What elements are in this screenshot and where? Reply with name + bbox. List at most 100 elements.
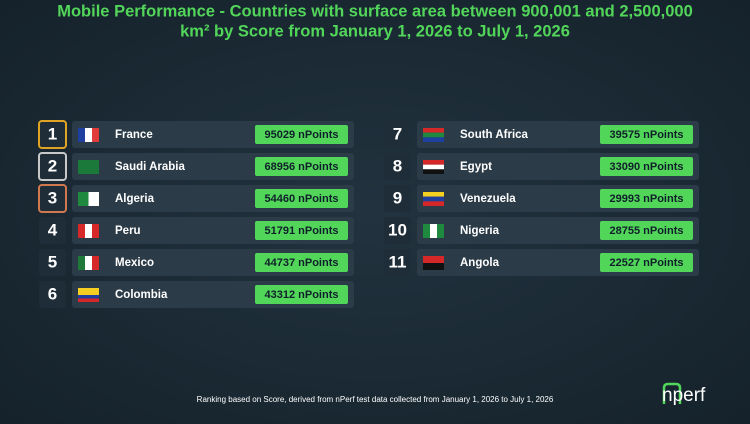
score: 54460 nPoints: [265, 193, 339, 205]
rank: 7: [393, 124, 402, 143]
rank: 10: [388, 220, 407, 239]
rank-box: [384, 249, 411, 276]
flag-stripe: [423, 224, 430, 238]
rank-box: [384, 217, 411, 244]
country-name: Saudi Arabia: [115, 161, 185, 173]
country-name: Egypt: [460, 161, 492, 173]
score: 29993 nPoints: [610, 193, 684, 205]
logo-mark: [662, 382, 682, 404]
flag-stripe: [85, 256, 92, 270]
score-badge: [255, 285, 348, 304]
score: 22527 nPoints: [610, 257, 684, 269]
score: 39575 nPoints: [610, 129, 684, 141]
flag-stripe: [423, 164, 444, 170]
rank: 11: [389, 252, 407, 271]
score: 43312 nPoints: [265, 289, 339, 301]
flag-stripe: [78, 288, 99, 292]
ranking: 1 France 95029 nPoints 2 Saudi Arabia 68956 n…: [38, 120, 699, 308]
footer-note: Ranking based on Score, derived from nPe…: [197, 395, 554, 404]
rank: 2: [48, 156, 57, 175]
country-name: Peru: [115, 225, 141, 237]
rank: 4: [48, 220, 58, 239]
country-name: France: [115, 129, 153, 141]
country-name: Nigeria: [460, 225, 500, 237]
rank-box: [39, 249, 66, 276]
score-badge: [600, 157, 693, 176]
flag-stripe: [423, 160, 444, 165]
country-name: Mexico: [115, 257, 154, 269]
flag-stripe: [92, 256, 99, 270]
ranking-row: 4 Peru 51791 nPoints: [39, 217, 354, 244]
flag-stripe: [423, 201, 444, 206]
rank: 8: [393, 156, 402, 175]
flag-stripe: [88, 192, 99, 206]
rank-box: [384, 185, 411, 212]
country-name: Angola: [460, 257, 500, 269]
rank: 6: [48, 284, 57, 303]
score: 28755 nPoints: [610, 225, 684, 237]
rank: 9: [393, 188, 402, 207]
ranking-row: 3 Algeria 54460 nPoints: [38, 184, 354, 213]
logo-text: nperf: [662, 385, 706, 406]
title: km² by Score from January 1, 2026 to Jul…: [180, 22, 570, 40]
flag-stripe: [423, 263, 444, 270]
logo: nperf: [662, 382, 706, 406]
ranking-row: 8 Egypt 33090 nPoints: [384, 153, 699, 180]
flag-stripe: [92, 224, 99, 238]
flag-stripe: [78, 295, 99, 299]
score-badge: [255, 253, 348, 272]
ranking-row: 11 Angola 22527 nPoints: [384, 249, 699, 276]
flag-stripe: [423, 256, 444, 263]
flag-stripe: [437, 224, 444, 238]
score-badge: [255, 125, 348, 144]
rank: 1: [48, 124, 57, 143]
rank-box: [38, 120, 67, 149]
score: 68956 nPoints: [265, 161, 339, 173]
rank-box: [384, 153, 411, 180]
flag-stripe: [423, 128, 444, 133]
score: 95029 nPoints: [265, 129, 339, 141]
score-badge: [600, 189, 693, 208]
ranking-row: 2 Saudi Arabia 68956 nPoints: [38, 152, 354, 181]
rank-box: [39, 281, 66, 308]
score-badge: [255, 189, 348, 208]
flag-stripe: [423, 132, 444, 138]
flag-stripe: [78, 291, 99, 295]
flag-stripe: [423, 137, 444, 142]
rank-box: [384, 121, 411, 148]
ranking-row: 5 Mexico 44737 nPoints: [39, 249, 354, 276]
score-badge: [600, 221, 693, 240]
flag-stripe: [92, 128, 99, 142]
flag-stripe: [423, 196, 444, 202]
flag-stripe: [78, 160, 99, 174]
flag-stripe: [423, 192, 444, 197]
flag-stripe: [85, 128, 92, 142]
rank: 5: [48, 252, 57, 271]
score: 33090 nPoints: [610, 161, 684, 173]
score-badge: [255, 157, 348, 176]
country-name: South Africa: [460, 129, 529, 141]
flag-stripe: [78, 224, 85, 238]
flag-stripe: [78, 298, 99, 302]
rank-box: [38, 184, 67, 213]
ranking-row: 7 South Africa 39575 nPoints: [384, 121, 699, 148]
country-name: Venezuela: [460, 193, 516, 205]
ranking-row: 6 Colombia 43312 nPoints: [39, 281, 354, 308]
flag-stripe: [78, 128, 85, 142]
score: 44737 nPoints: [265, 257, 339, 269]
country-name: Algeria: [115, 193, 155, 205]
rank: 3: [48, 188, 57, 207]
flag-stripe: [78, 256, 85, 270]
score: 51791 nPoints: [265, 225, 339, 237]
country-name: Colombia: [115, 289, 168, 301]
rank-box: [39, 217, 66, 244]
score-badge: [600, 253, 693, 272]
ranking-row: 9 Venezuela 29993 nPoints: [384, 185, 699, 212]
ranking-row: 10 Nigeria 28755 nPoints: [384, 217, 699, 244]
rank-box: [38, 152, 67, 181]
flag-stripe: [423, 169, 444, 174]
flag-stripe: [78, 192, 89, 206]
flag-stripe: [430, 224, 437, 238]
score-badge: [255, 221, 348, 240]
